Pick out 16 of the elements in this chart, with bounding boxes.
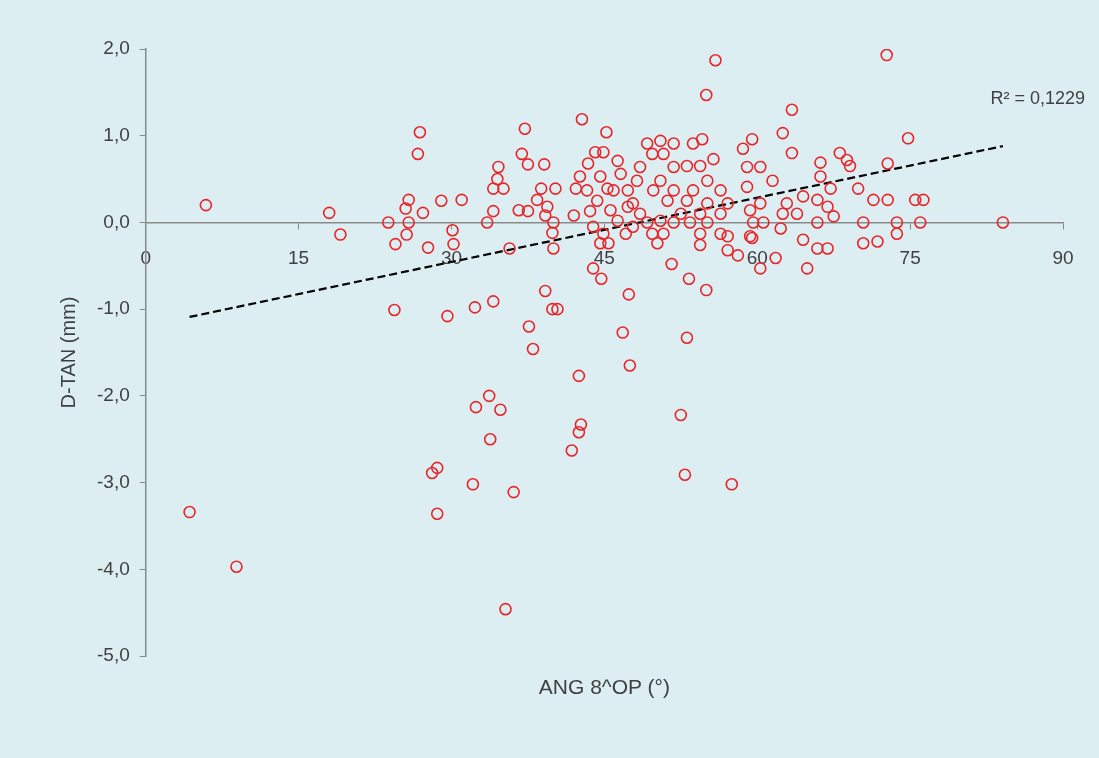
y-tick-label: -2,0 [96, 384, 130, 406]
y-axis-title: D-TAN (mm) [56, 296, 79, 409]
y-tick-label: -3,0 [96, 470, 130, 492]
y-tick-label: 0,0 [103, 210, 130, 232]
x-tick-label: 75 [899, 247, 921, 269]
annotation: R² = 0,1229 [990, 87, 1085, 108]
y-tick-label: 1,0 [103, 123, 130, 145]
x-axis-title: ANG 8^OP (°) [538, 675, 670, 699]
y-tick-label: 2,0 [103, 37, 130, 59]
x-tick-label: 45 [593, 247, 615, 269]
y-tick-label: -4,0 [96, 557, 130, 579]
x-tick-label: 15 [288, 247, 310, 269]
y-tick-label: -5,0 [96, 644, 130, 666]
x-tick-label: 60 [746, 247, 768, 269]
x-tick-label: 90 [1052, 247, 1074, 269]
y-tick-label: -1,0 [96, 297, 130, 319]
